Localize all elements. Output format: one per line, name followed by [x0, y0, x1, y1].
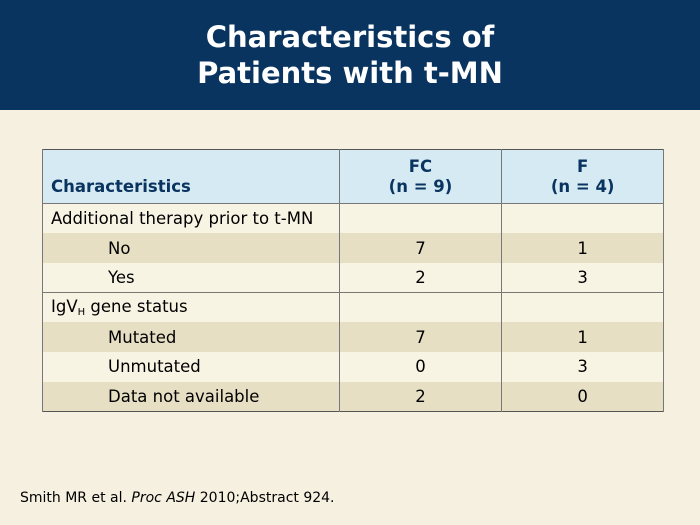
- column-header-f: F (n = 4): [501, 149, 664, 204]
- fc-value: 7: [338, 233, 503, 263]
- f-value: 0: [501, 381, 664, 412]
- empty-cell: [338, 292, 503, 323]
- section-label: IgVH gene status: [42, 292, 340, 323]
- table-row: Data not available 2 0: [42, 381, 664, 412]
- citation-prefix: Smith MR et al.: [20, 490, 132, 506]
- fc-value: 2: [338, 381, 503, 412]
- table-row: Mutated 7 1: [42, 322, 664, 352]
- section-label-subscript: H: [77, 307, 86, 319]
- table-row: Unmutated 0 3: [42, 351, 664, 382]
- section-label: Additional therapy prior to t-MN: [42, 203, 340, 234]
- citation-journal: Proc ASH: [131, 490, 196, 506]
- f-value: 1: [501, 233, 664, 263]
- empty-cell: [501, 292, 664, 323]
- table-row: Yes 2 3: [42, 262, 664, 293]
- table-row: No 7 1: [42, 233, 664, 263]
- f-value: 3: [501, 262, 664, 293]
- f-value: 1: [501, 322, 664, 352]
- title-line-2: Patients with t-MN: [197, 56, 503, 90]
- row-label: Unmutated: [42, 351, 340, 382]
- section-label-prefix: IgV: [51, 297, 78, 317]
- section-row-additional-therapy: Additional therapy prior to t-MN: [42, 203, 664, 234]
- fc-value: 0: [338, 351, 503, 382]
- title-line-1: Characteristics of: [205, 20, 495, 54]
- column-header-f-name: F: [577, 156, 589, 176]
- fc-value: 7: [338, 322, 503, 352]
- column-header-fc-n: (n = 9): [388, 176, 453, 196]
- citation: Smith MR et al. Proc ASH 2010;Abstract 9…: [20, 490, 335, 506]
- column-header-f-n: (n = 4): [550, 176, 615, 196]
- row-label: No: [42, 233, 340, 263]
- characteristics-table: Characteristics FC (n = 9) F (n = 4) Add…: [42, 149, 664, 412]
- empty-cell: [501, 203, 664, 234]
- empty-cell: [338, 203, 503, 234]
- f-value: 3: [501, 351, 664, 382]
- row-label: Yes: [42, 262, 340, 293]
- title-banner: Characteristics of Patients with t-MN: [0, 0, 700, 110]
- column-header-fc-name: FC: [408, 156, 433, 176]
- fc-value: 2: [338, 262, 503, 293]
- section-row-igvh-status: IgVH gene status: [42, 292, 664, 323]
- slide-title: Characteristics of Patients with t-MN: [197, 19, 503, 91]
- row-label: Data not available: [42, 381, 340, 412]
- column-header-characteristics: Characteristics: [42, 149, 340, 204]
- column-header-fc: FC (n = 9): [338, 149, 503, 204]
- row-label: Mutated: [42, 322, 340, 352]
- citation-suffix: 2010;Abstract 924.: [195, 490, 335, 506]
- section-label-suffix: gene status: [85, 297, 188, 317]
- table-header-row: Characteristics FC (n = 9) F (n = 4): [42, 149, 664, 204]
